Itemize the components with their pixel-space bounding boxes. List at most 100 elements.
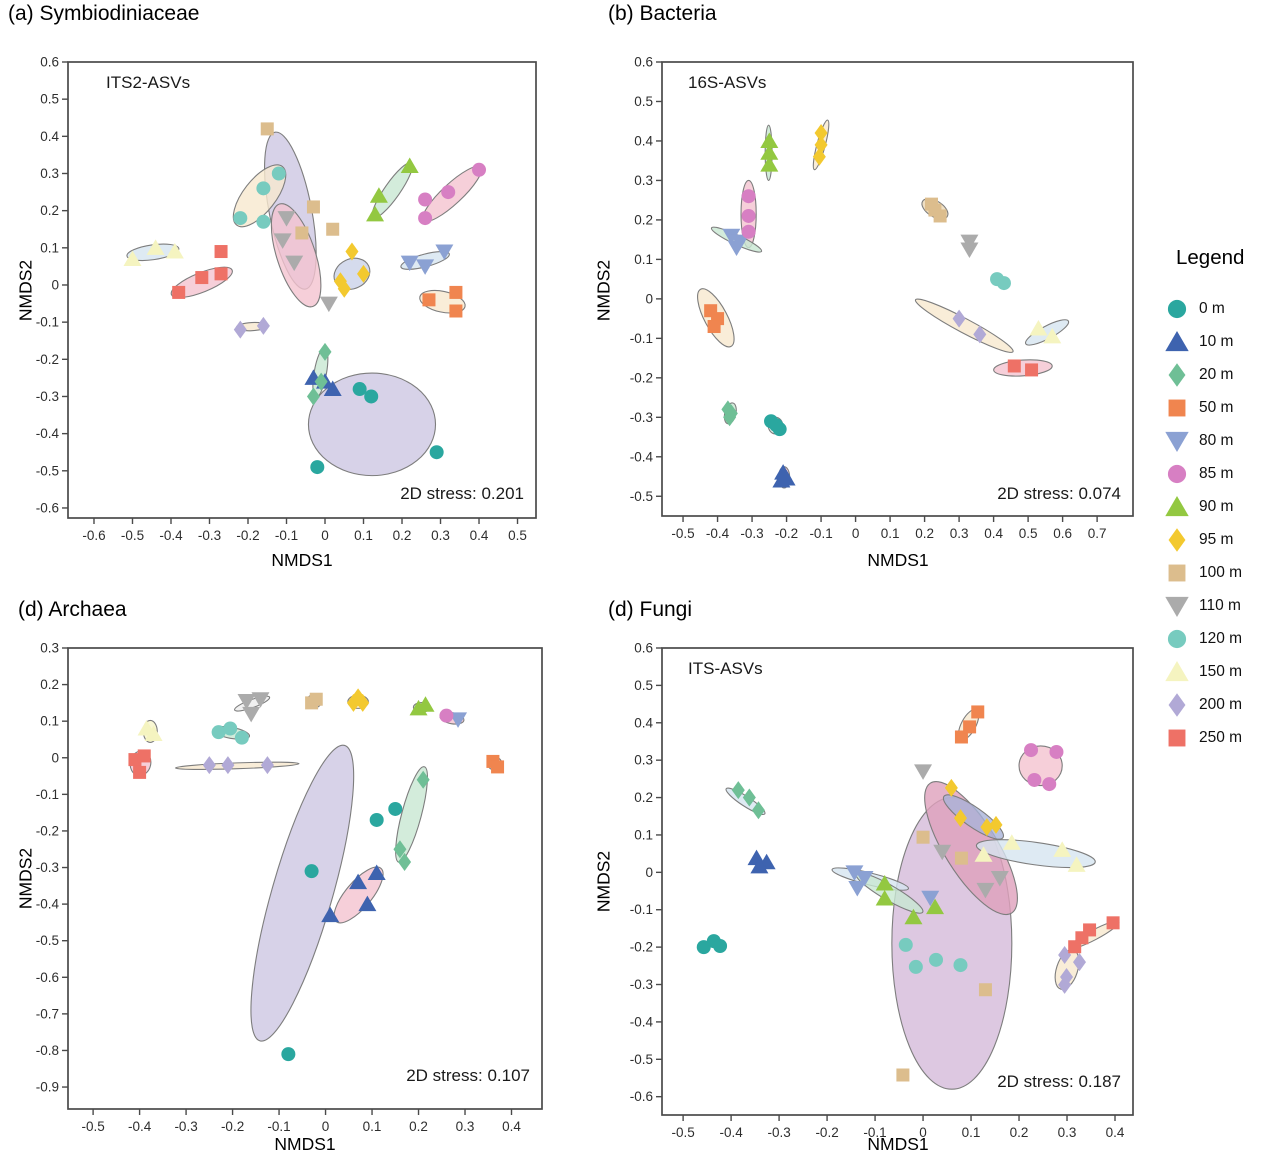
svg-text:-0.3: -0.3: [36, 860, 59, 875]
svg-text:-0.3: -0.3: [198, 528, 221, 543]
data-point-marker: [952, 309, 966, 328]
triangle-swatch-icon: [1165, 330, 1189, 351]
svg-text:-0.3: -0.3: [630, 977, 653, 992]
svg-text:-0.2: -0.2: [36, 823, 59, 838]
data-point-marker: [314, 372, 328, 391]
svg-text:0.1: 0.1: [634, 827, 653, 842]
data-point-marker: [429, 445, 444, 460]
svg-text:0.3: 0.3: [431, 528, 450, 543]
data-point-marker: [921, 890, 940, 907]
data-point-marker: [750, 857, 769, 874]
svg-text:0.4: 0.4: [470, 528, 489, 543]
legend-item: 100 m: [1156, 556, 1268, 589]
plot-content-layer: [696, 705, 1120, 1090]
svg-text:0.4: 0.4: [634, 715, 653, 730]
data-point-marker: [696, 940, 711, 955]
svg-text:-0.3: -0.3: [767, 1125, 790, 1140]
svg-text:-0.3: -0.3: [36, 389, 59, 404]
data-point-marker: [400, 255, 419, 272]
data-point-marker: [369, 812, 384, 827]
data-point-marker: [814, 124, 828, 143]
svg-text:-0.6: -0.6: [630, 1089, 653, 1104]
data-point-marker: [337, 279, 351, 298]
data-point-marker: [751, 801, 765, 820]
legend-item: 200 m: [1156, 688, 1268, 721]
panel-b-xaxis-label: NMDS1: [867, 550, 929, 570]
legend-item: 120 m: [1156, 622, 1268, 655]
svg-text:-0.4: -0.4: [159, 528, 183, 543]
confidence-ellipse: [270, 203, 322, 308]
data-point-marker: [1168, 692, 1186, 717]
legend-item: 80 m: [1156, 424, 1268, 457]
svg-text:0.2: 0.2: [409, 1119, 428, 1134]
data-point-marker: [318, 342, 332, 361]
data-point-marker: [772, 422, 787, 437]
plot-content-layer: [697, 119, 1070, 489]
diamond-swatch-icon: [1168, 692, 1186, 717]
data-point-marker: [916, 830, 930, 844]
data-point-marker: [896, 1068, 910, 1082]
svg-text:0.6: 0.6: [40, 55, 59, 70]
legend-item-label: 250 m: [1199, 728, 1243, 746]
data-point-marker: [319, 296, 338, 313]
panel-a-stress: 2D stress: 0.201: [400, 484, 524, 503]
svg-text:0.6: 0.6: [634, 641, 653, 656]
svg-text:0.3: 0.3: [40, 641, 59, 656]
data-point-marker: [1068, 940, 1082, 954]
legend-item: 95 m: [1156, 523, 1268, 556]
svg-text:-0.7: -0.7: [36, 1006, 59, 1021]
svg-text:0.3: 0.3: [40, 166, 59, 181]
data-point-marker: [304, 864, 319, 879]
svg-text:-0.5: -0.5: [671, 1125, 694, 1140]
data-point-marker: [398, 853, 412, 872]
data-point-marker: [416, 696, 435, 712]
data-point-marker: [144, 725, 163, 741]
svg-text:-0.2: -0.2: [36, 352, 59, 367]
data-point-marker: [1072, 953, 1086, 972]
svg-text:0: 0: [321, 528, 329, 543]
data-point-marker: [449, 712, 468, 728]
data-point-marker: [326, 222, 340, 236]
panel-d-xaxis-label: NMDS1: [867, 1134, 929, 1154]
svg-text:0.4: 0.4: [502, 1119, 521, 1134]
data-point-marker: [1165, 660, 1189, 681]
data-point-marker: [727, 240, 746, 257]
data-point-marker: [256, 181, 271, 196]
data-point-marker: [848, 881, 867, 897]
data-point-marker: [953, 809, 967, 828]
legend-item: 0 m: [1156, 292, 1268, 325]
data-point-marker: [349, 873, 368, 890]
legend: Legend 0 m 10 m 20 m 50 m 80 m 85 m 90 m 95 m 10…: [1156, 246, 1268, 754]
svg-text:0: 0: [51, 750, 59, 765]
data-point-marker: [242, 706, 261, 723]
data-point-marker: [855, 870, 874, 887]
data-point-marker: [310, 460, 325, 475]
axis-ticks: -0.5 -0.4 -0.3 -0.2 -0.1 0 0.1 0.2 0.3 0.4 0.3 0.2 0…: [36, 641, 522, 1135]
data-point-marker: [418, 192, 433, 207]
data-point-marker: [845, 865, 864, 881]
legend-item-label: 80 m: [1199, 431, 1234, 449]
panel-c-yaxis-label: NMDS2: [15, 847, 36, 910]
data-point-marker: [1167, 464, 1187, 483]
plot-axes-box: [661, 61, 1134, 517]
svg-text:0.5: 0.5: [40, 92, 59, 107]
data-point-marker: [491, 760, 505, 774]
legend-item-label: 110 m: [1199, 596, 1241, 614]
data-point-marker: [722, 228, 741, 245]
square-swatch-icon: [1168, 729, 1186, 746]
svg-text:-0.2: -0.2: [630, 940, 653, 955]
svg-text:0.1: 0.1: [363, 1119, 382, 1134]
data-point-marker: [812, 147, 826, 166]
confidence-ellipse: [307, 372, 437, 477]
panel-d-title: (d) Fungi: [608, 598, 693, 621]
data-point-marker: [1025, 363, 1039, 377]
triangle-down-swatch-icon: [1165, 431, 1189, 452]
svg-text:-0.4: -0.4: [630, 1014, 654, 1029]
legend-item: 10 m: [1156, 325, 1268, 358]
svg-text:-0.1: -0.1: [809, 526, 832, 541]
data-point-marker: [256, 316, 270, 335]
data-point-marker: [1053, 841, 1072, 857]
data-point-marker: [914, 764, 933, 780]
plot-content-layer: [128, 688, 505, 1062]
data-point-marker: [237, 694, 256, 710]
